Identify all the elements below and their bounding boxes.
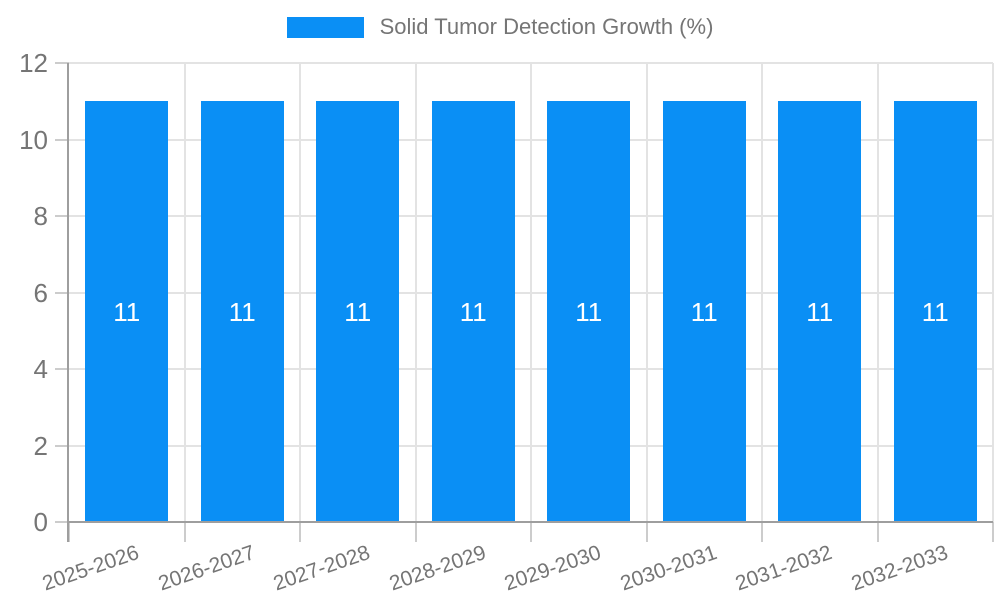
y-tick <box>55 521 69 523</box>
x-tick <box>299 522 301 542</box>
x-axis-line <box>69 521 993 523</box>
legend-item-solid-tumor-detection-growth[interactable]: Solid Tumor Detection Growth (%) <box>286 14 714 40</box>
x-axis-label: 2028-2029 <box>386 541 489 596</box>
bar[interactable] <box>778 101 862 522</box>
bar-value-label: 11 <box>921 296 949 327</box>
y-axis-label: 12 <box>19 48 48 78</box>
bar-value-label: 11 <box>344 296 372 327</box>
bar[interactable] <box>662 101 746 522</box>
y-axis-label: 2 <box>33 430 48 461</box>
x-axis-label: 2027-2028 <box>270 541 374 596</box>
v-gridline <box>183 63 186 522</box>
legend-label: Solid Tumor Detection Growth (%) <box>379 14 714 39</box>
legend-swatch <box>286 16 364 38</box>
y-axis-line <box>67 63 69 542</box>
x-tick <box>761 522 763 542</box>
x-tick <box>183 522 186 542</box>
x-tick <box>414 522 417 542</box>
bar[interactable] <box>431 101 515 522</box>
y-axis-label: 10 <box>19 124 48 155</box>
bar-value-label: 11 <box>806 296 834 327</box>
y-tick <box>55 291 69 294</box>
x-tick <box>68 522 70 542</box>
x-axis-label: 2025-2026 <box>39 541 143 596</box>
bar[interactable] <box>85 101 169 522</box>
x-axis-label: 2031-2032 <box>732 541 836 596</box>
y-tick <box>55 62 69 64</box>
y-tick <box>55 138 69 141</box>
v-gridline <box>299 63 301 522</box>
v-gridline <box>414 63 417 522</box>
bar-value-label: 11 <box>459 296 487 327</box>
v-gridline <box>992 63 994 522</box>
y-axis-label: 8 <box>33 201 48 231</box>
y-axis-label: 6 <box>33 277 48 308</box>
x-axis-label: 2032-2033 <box>848 541 951 596</box>
y-tick <box>55 368 69 370</box>
v-gridline <box>876 63 879 522</box>
bar-value-label: 11 <box>690 296 718 327</box>
bar[interactable] <box>893 101 977 522</box>
v-gridline <box>761 63 763 522</box>
y-tick <box>55 215 69 217</box>
x-tick <box>992 522 994 542</box>
x-tick <box>876 522 879 542</box>
y-axis-label: 0 <box>33 507 48 537</box>
bar[interactable] <box>200 101 284 522</box>
bar[interactable] <box>316 101 400 522</box>
x-axis-label: 2029-2030 <box>501 541 605 596</box>
x-axis-label: 2030-2031 <box>617 541 720 596</box>
x-tick <box>645 522 648 542</box>
bar-value-label: 11 <box>575 296 603 327</box>
chart-legend: Solid Tumor Detection Growth (%) <box>0 14 1000 40</box>
x-tick <box>530 522 532 542</box>
bar-value-label: 11 <box>228 296 256 327</box>
x-axis-label: 2026-2027 <box>155 541 258 596</box>
v-gridline <box>645 63 648 522</box>
bar[interactable] <box>547 101 631 522</box>
y-axis-label: 4 <box>33 354 48 384</box>
v-gridline <box>530 63 532 522</box>
bar-value-label: 11 <box>113 296 141 327</box>
y-tick <box>55 444 69 447</box>
